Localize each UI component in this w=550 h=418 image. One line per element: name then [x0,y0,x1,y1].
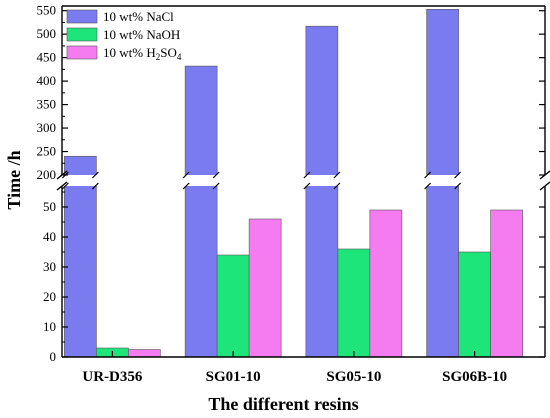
break-slash [182,171,190,179]
break-slash [333,171,341,179]
y-tick-label: 400 [37,73,57,88]
x-tick-label: SG06B-10 [442,369,507,385]
legend-label-2: 10 wt% H2SO4 [103,45,182,62]
y-tick-label: 40 [43,229,56,244]
x-tick-label: SG01-10 [206,369,261,385]
y-axis-title: Time /h [4,150,24,209]
y-tick-label: 10 [43,319,56,334]
break-slash [61,182,69,190]
legend-swatch-2 [66,45,98,60]
y-tick-label: 250 [37,144,57,159]
bars-group [64,8,523,358]
break-band [0,175,550,186]
bar-sg05-10-0 [305,25,339,358]
bar-sg05-10-1 [337,248,371,358]
break-slash [454,171,462,179]
break-slash [424,182,432,190]
y-tick-label: 50 [43,199,56,214]
bar-sg01-10-1 [216,254,250,358]
break-slash [91,171,99,179]
y-tick-label: 550 [37,3,57,18]
bar-sg01-10-0 [184,65,218,358]
y-tick-label: 30 [43,259,56,274]
y-tick-label: 350 [37,97,57,112]
bar-sg05-10-2 [369,209,403,358]
break-slash [424,171,432,179]
legend-label-0: 10 wt% NaCl [103,9,174,24]
y-tick-label: 300 [37,120,57,135]
x-axis-title: The different resins [208,394,358,414]
bar-ur-d356-0 [64,155,97,358]
legend-swatch-0 [66,9,98,24]
break-slash [303,182,311,190]
y-tick-label: 200 [37,167,57,182]
y-tick-label: 0 [50,349,57,364]
legend-label-1: 10 wt% NaOH [103,27,180,42]
y-tick-label: 500 [37,26,57,41]
y-tick-label: 20 [43,289,56,304]
y-tick-label: 450 [37,50,57,65]
break-slash [182,182,190,190]
axis-break-marks [0,170,550,191]
break-slash [91,182,99,190]
bar-sg06b-10-2 [490,209,523,358]
bar-sg01-10-2 [248,218,282,358]
legend: 10 wt% NaCl 10 wt% NaOH 10 wt% H2SO4 [66,9,182,62]
ticks-group: 0 10 20 30 40 50 200 250 300 350 400 450 500 550 UR-D3… [37,3,545,385]
legend-swatch-1 [66,27,98,42]
break-slash [212,171,220,179]
bar-sg06b-10-1 [458,251,491,358]
x-tick-label: UR-D356 [82,369,142,385]
break-slash [454,182,462,190]
break-slash [212,182,220,190]
break-slash [303,171,311,179]
break-slash [333,182,341,190]
bar-ur-d356-2 [128,349,161,358]
x-tick-label: SG05-10 [326,369,381,385]
